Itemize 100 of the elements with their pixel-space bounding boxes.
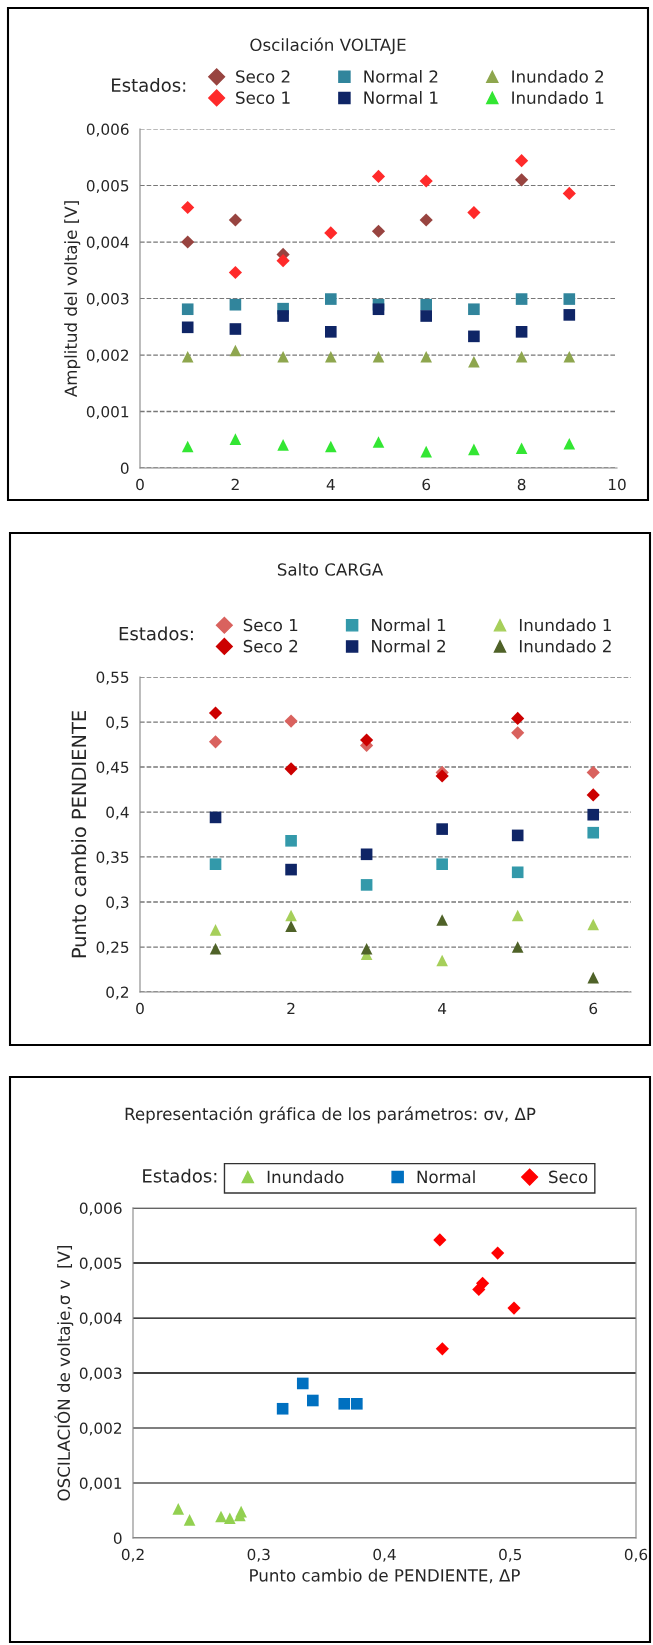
point	[181, 235, 195, 249]
point	[276, 254, 290, 268]
y-tick-label: 0,4	[106, 806, 129, 820]
x-tick-label: 0	[136, 1002, 144, 1015]
point	[351, 1398, 363, 1410]
legend-title: Estados:	[119, 626, 193, 641]
legend-label: Normal 2	[372, 639, 445, 653]
x-tick-label: 10	[608, 478, 626, 491]
point	[371, 224, 386, 238]
legend-label: Seco 2	[236, 70, 290, 83]
point	[419, 174, 433, 188]
point	[181, 303, 194, 316]
point	[277, 439, 289, 451]
point	[371, 169, 386, 184]
point	[586, 788, 600, 802]
point	[183, 1514, 196, 1526]
point	[324, 293, 337, 305]
point	[285, 834, 297, 847]
point	[468, 330, 480, 343]
point	[433, 1233, 447, 1247]
point	[277, 350, 289, 363]
point	[563, 437, 576, 450]
legend-label: Normal	[417, 1170, 475, 1184]
legend-label: Normal 2	[364, 69, 438, 83]
x-tick-label: 8	[517, 478, 526, 491]
y-tick-label: 0,002	[79, 1422, 122, 1436]
chart-title: Oscilación VOLTAJE	[250, 37, 406, 55]
point	[209, 924, 222, 936]
point	[209, 942, 222, 955]
point	[586, 765, 600, 779]
y-tick-label: 0,003	[86, 292, 129, 307]
point	[277, 310, 289, 322]
y-tick-label: 0,35	[96, 851, 129, 865]
point	[228, 265, 242, 280]
x-tick-label: 0,5	[499, 1548, 522, 1562]
point	[468, 303, 480, 316]
point	[419, 213, 433, 227]
point	[420, 350, 433, 363]
point	[563, 350, 576, 363]
x-tick-label: 0	[136, 478, 144, 491]
point	[360, 942, 373, 955]
point	[420, 310, 433, 322]
point	[229, 344, 242, 357]
x-tick-label: 4	[438, 1002, 447, 1015]
y-tick-label: 0,25	[96, 941, 129, 955]
point	[285, 863, 297, 876]
point	[515, 326, 528, 338]
point	[172, 1503, 185, 1515]
y-tick-label: 0,3	[106, 896, 129, 910]
point	[511, 726, 525, 740]
y-tick-label: 0,006	[79, 1202, 122, 1216]
point	[181, 440, 194, 453]
legend-label: Normal 1	[364, 91, 438, 104]
legend-title: Estados:	[112, 77, 186, 92]
legend-label: Normal 1	[372, 618, 446, 632]
y-tick-label: 0,55	[96, 671, 129, 685]
y-tick-label: 0,001	[86, 405, 129, 420]
point	[209, 811, 222, 824]
y-tick-label: 0,003	[79, 1367, 122, 1381]
point	[507, 1301, 521, 1315]
point	[360, 879, 373, 891]
y-axis-title: Amplitud del voltaje [V]	[64, 201, 81, 397]
x-tick-label: 6	[422, 478, 431, 491]
point	[515, 442, 528, 455]
legend-label: Seco 2	[243, 639, 298, 653]
legend-label: Seco 1	[236, 91, 290, 104]
point	[562, 186, 576, 200]
y-tick-label: 0	[113, 1532, 122, 1545]
point	[587, 918, 600, 931]
point	[511, 829, 524, 842]
point	[435, 769, 449, 783]
legend-label: Inundado 1	[512, 91, 604, 104]
x-tick-label: 0,6	[624, 1548, 648, 1562]
point	[228, 213, 242, 227]
y-tick-label: 0,004	[79, 1312, 122, 1326]
point	[307, 1394, 319, 1407]
legend-label: Seco 1	[243, 618, 298, 632]
legend-title: Estados:	[143, 1168, 217, 1183]
x-tick-label: 4	[326, 478, 335, 491]
point	[360, 848, 373, 861]
point	[181, 321, 194, 334]
point	[515, 350, 528, 363]
point	[511, 866, 524, 879]
x-axis-title: Punto cambio de PENDIENTE, ΔP	[250, 1568, 520, 1584]
x-tick-label: 6	[589, 1002, 598, 1015]
point	[372, 350, 385, 363]
point	[324, 350, 337, 363]
point	[338, 1398, 351, 1410]
y-tick-label: 0,006	[86, 123, 129, 137]
point	[468, 443, 480, 456]
x-tick-label: 0,4	[373, 1548, 396, 1562]
point	[229, 323, 242, 335]
point	[587, 808, 600, 821]
point	[467, 206, 481, 220]
y-tick-label: 0	[120, 462, 129, 475]
y-tick-label: 0,2	[106, 986, 129, 1000]
legend-label: Inundado 1	[519, 618, 611, 632]
point	[209, 858, 222, 871]
point	[472, 1282, 486, 1296]
y-tick-label: 0,002	[86, 349, 129, 363]
